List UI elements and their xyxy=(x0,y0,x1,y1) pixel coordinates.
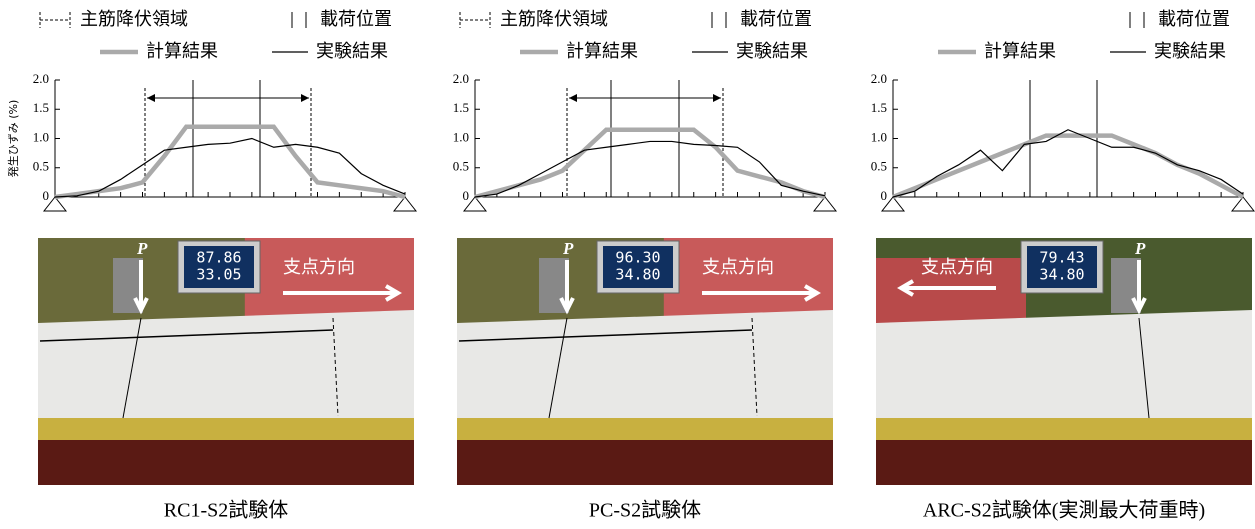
caption: RC1-S2試験体 xyxy=(164,499,288,522)
y-tick-label: 1.0 xyxy=(33,129,49,144)
photo-beam xyxy=(876,310,1252,418)
legend-label: 計算結果 xyxy=(146,41,218,62)
y-tick-label: 2.0 xyxy=(453,71,469,86)
photo-strip xyxy=(38,418,414,440)
caption: ARC-S2試験体(実測最大荷重時) xyxy=(923,499,1205,522)
load-label: P xyxy=(562,239,574,258)
load-label: P xyxy=(1134,239,1146,258)
series-line xyxy=(893,136,1243,197)
legend-label: 実験結果 xyxy=(316,41,388,62)
caption: PC-S2試験体 xyxy=(589,499,701,522)
legend-load-icon xyxy=(712,12,726,28)
support xyxy=(394,197,416,211)
y-tick-label: 2.0 xyxy=(33,71,49,86)
series-line xyxy=(475,141,825,197)
direction-label: 支点方向 xyxy=(702,257,774,278)
display-value: 34.80 xyxy=(615,266,660,284)
support xyxy=(814,197,836,211)
legend-load-label: 載荷位置 xyxy=(740,9,812,30)
display-value: 87.86 xyxy=(196,249,241,267)
support xyxy=(1232,197,1254,211)
legend-yield-icon xyxy=(40,12,70,28)
y-tick-label: 2.0 xyxy=(871,71,887,86)
display-value: 34.80 xyxy=(1039,266,1084,284)
photo-beam xyxy=(457,310,833,418)
display-value: 33.05 xyxy=(196,266,241,284)
photo-wall xyxy=(664,238,833,323)
y-tick-label: 0 xyxy=(43,188,50,203)
photo-base xyxy=(38,440,414,485)
direction-label: 支点方向 xyxy=(921,257,993,278)
legend-label: 実験結果 xyxy=(736,41,808,62)
load-label: P xyxy=(136,239,148,258)
y-tick-label: 0.5 xyxy=(871,159,887,174)
figure: 0 0.5 1.0 1.5 2.0 発生ひずみ (%) 主筋降伏領域 載荷位置計算結果 実験結果… xyxy=(0,0,1255,529)
direction-label: 支点方向 xyxy=(283,257,355,278)
legend-yield-label: 主筋降伏領域 xyxy=(80,9,188,30)
legend-yield-icon xyxy=(460,12,490,28)
legend-load-label: 載荷位置 xyxy=(320,9,392,30)
page: 0 0.5 1.0 1.5 2.0 発生ひずみ (%) 主筋降伏領域 載荷位置計算結果 実験結果… xyxy=(0,0,1255,529)
display-value: 79.43 xyxy=(1039,249,1084,267)
legend-load-label: 載荷位置 xyxy=(1158,9,1230,30)
legend-load-icon xyxy=(1130,12,1144,28)
photo-wall xyxy=(245,238,414,323)
y-tick-label: 1.5 xyxy=(453,100,469,115)
y-tick-label: 1.5 xyxy=(33,100,49,115)
photo-strip xyxy=(457,418,833,440)
y-axis-label: 発生ひずみ (%) xyxy=(6,100,20,178)
legend-load-icon xyxy=(292,12,306,28)
legend-label: 計算結果 xyxy=(984,41,1056,62)
y-tick-label: 0.5 xyxy=(453,159,469,174)
y-tick-label: 1.0 xyxy=(871,129,887,144)
y-tick-label: 0.5 xyxy=(33,159,49,174)
display-value: 96.30 xyxy=(615,249,660,267)
photo-strip xyxy=(876,418,1252,440)
legend-label: 計算結果 xyxy=(566,41,638,62)
y-tick-label: 0 xyxy=(463,188,470,203)
legend-label: 実験結果 xyxy=(1154,41,1226,62)
legend-yield-label: 主筋降伏領域 xyxy=(500,9,608,30)
series-line xyxy=(475,130,825,197)
y-tick-label: 1.5 xyxy=(871,100,887,115)
photo-beam xyxy=(38,310,414,418)
photo-base xyxy=(876,440,1252,485)
y-tick-label: 0 xyxy=(881,188,888,203)
series-line xyxy=(893,130,1243,197)
photo-base xyxy=(457,440,833,485)
y-tick-label: 1.0 xyxy=(453,129,469,144)
